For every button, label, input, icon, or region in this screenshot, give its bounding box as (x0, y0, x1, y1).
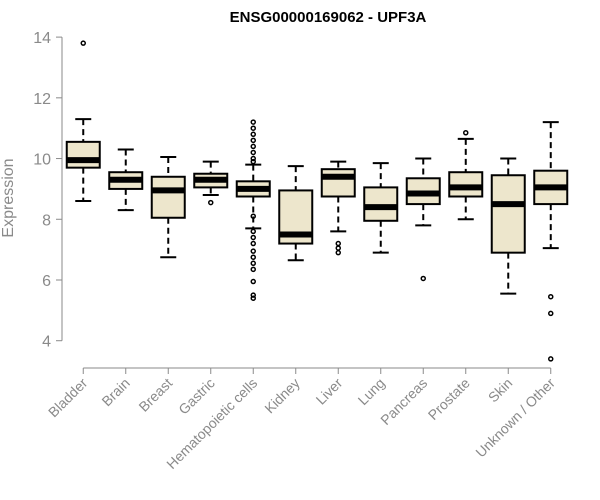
box-iqr (65, 140, 101, 169)
box-group (108, 148, 144, 212)
x-tick-label: Lung (355, 375, 388, 408)
x-tick-label: Skin (485, 375, 516, 406)
outlier-point (548, 356, 554, 362)
outlier-point (335, 249, 341, 256)
outlier-point (250, 137, 256, 144)
outlier-point (250, 131, 256, 138)
box-iqr (490, 174, 526, 254)
y-axis-label: Expression (0, 158, 17, 237)
x-tick-label: Bladder (45, 375, 91, 421)
outlier-point (548, 293, 554, 300)
box-group (363, 162, 399, 254)
outlier-point (335, 245, 341, 251)
x-tick-label: Kidney (261, 375, 303, 417)
outlier-point (250, 248, 256, 254)
outlier-point (548, 310, 554, 317)
outlier-point (420, 275, 426, 282)
x-tick-label: Breast (135, 375, 175, 415)
outlier-point (250, 125, 256, 131)
box-iqr (320, 168, 356, 198)
x-tick-label: Unknown / Other (472, 375, 558, 461)
outlier-point (250, 158, 256, 165)
y-axis: 4 6 8 10 12 14 (33, 30, 63, 351)
outlier-point (250, 155, 256, 162)
outlier-point (250, 213, 256, 219)
box-group (150, 156, 186, 259)
chart-title: ENSG00000169062 - UPF3A (230, 9, 427, 26)
outlier-point (250, 260, 256, 267)
box-group (320, 160, 356, 256)
box-group (278, 165, 314, 262)
box-group (235, 119, 271, 301)
box-group (490, 157, 526, 295)
box-iqr (448, 171, 484, 198)
outlier-point (250, 292, 256, 298)
x-tick-label: Pancreas (377, 375, 430, 428)
outlier-point (250, 278, 256, 285)
outlier-point (250, 295, 256, 301)
outlier-point (250, 234, 256, 241)
box-group (405, 157, 441, 282)
outlier-point (208, 199, 214, 206)
x-tick-label: Brain (98, 375, 132, 409)
outlier-point (80, 40, 86, 46)
x-tick-label: Liver (313, 375, 346, 408)
box-iqr (363, 186, 399, 222)
y-tick-label: 14 (33, 30, 51, 47)
y-tick-label: 6 (42, 273, 51, 290)
box-group (193, 160, 229, 206)
outlier-point (250, 266, 256, 273)
outlier-point (463, 129, 469, 136)
outlier-point (250, 119, 256, 125)
y-tick-label: 8 (42, 212, 51, 229)
y-tick-label: 10 (33, 152, 51, 169)
box-group (533, 121, 569, 362)
outlier-point (250, 254, 256, 260)
outlier-point (250, 228, 256, 235)
outlier-point (335, 240, 341, 247)
box-iqr (150, 175, 186, 219)
y-tick-label: 12 (33, 91, 51, 108)
x-tick-label: Prostate (425, 375, 473, 423)
box-series (65, 40, 569, 362)
outlier-point (250, 149, 256, 156)
y-tick-label: 4 (42, 334, 51, 351)
outlier-point (250, 240, 256, 247)
box-group (65, 40, 101, 203)
outlier-point (250, 143, 256, 150)
box-group (448, 129, 484, 221)
